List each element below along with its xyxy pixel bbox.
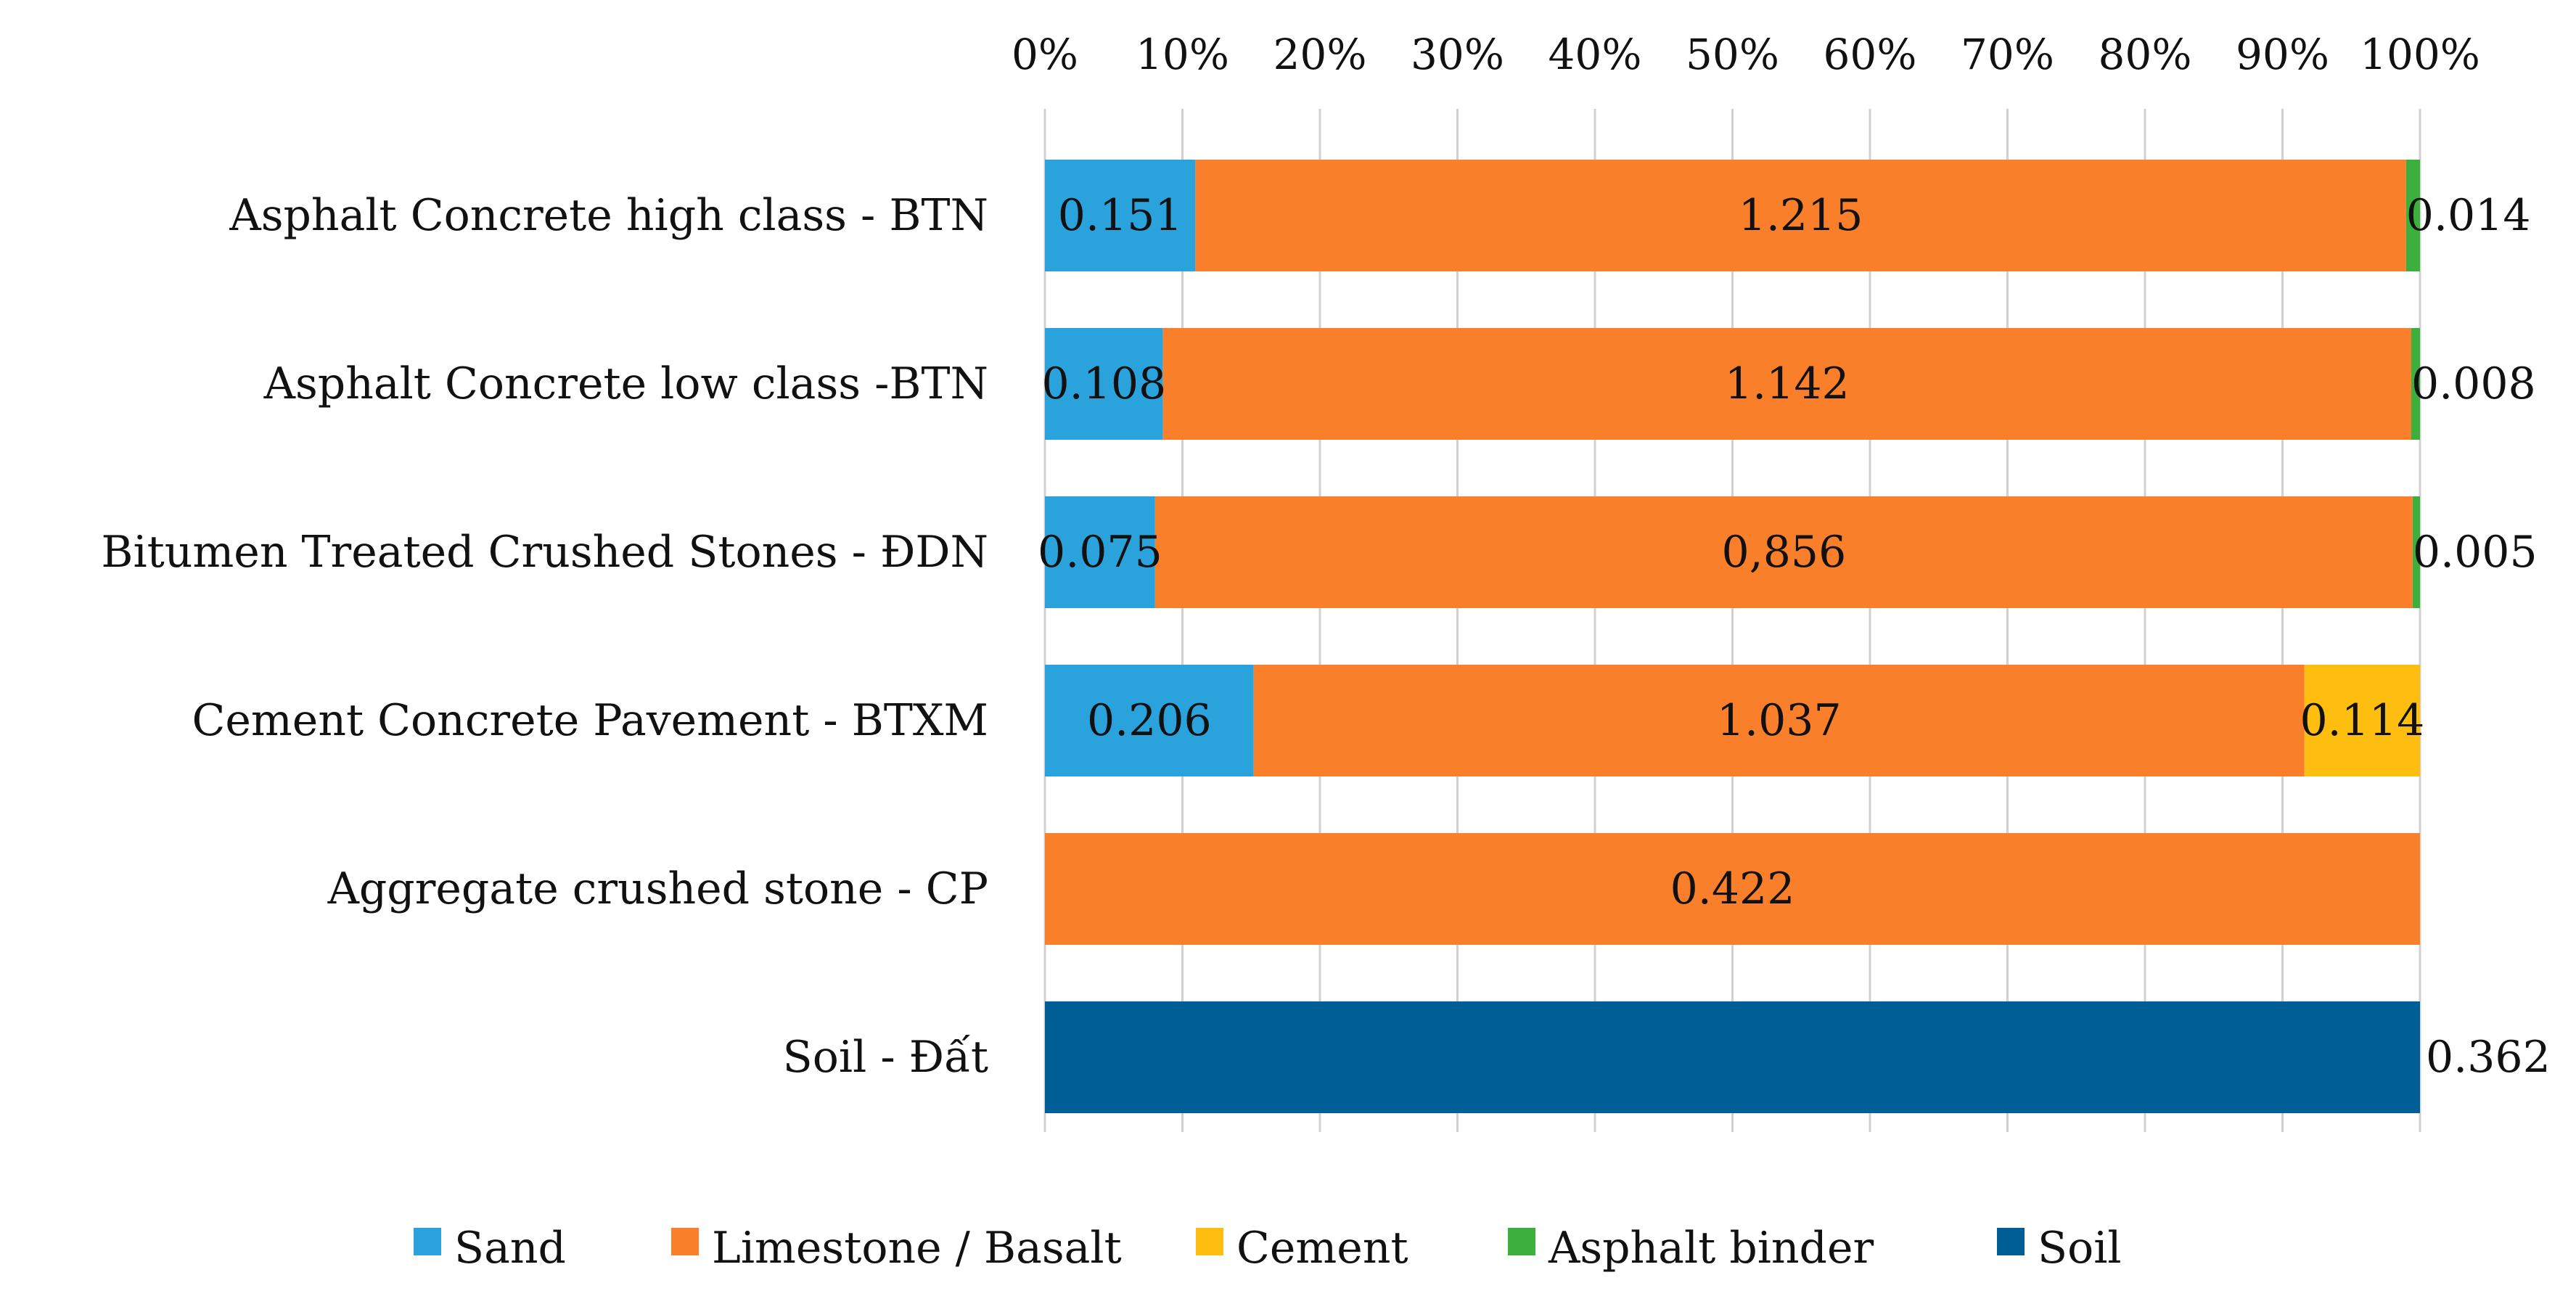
data-label: 0.005	[2413, 527, 2538, 578]
x-tick-label: 0%	[1012, 30, 1078, 79]
data-label: 0,856	[1721, 527, 1846, 578]
data-label: 0.108	[1041, 358, 1166, 409]
x-tick-label: 20%	[1273, 30, 1367, 79]
bar-segment-asphalt-binder	[2411, 328, 2420, 440]
category-label: Cement Concrete Pavement - BTXM	[192, 695, 989, 746]
legend-label: Limestone / Basalt	[712, 1223, 1122, 1274]
legend-swatch	[671, 1228, 699, 1255]
legend-swatch	[1196, 1228, 1223, 1255]
legend-item-limestone-basalt: Limestone / Basalt	[671, 1223, 1122, 1274]
x-tick-label: 30%	[1411, 30, 1504, 79]
legend: Sand Limestone / Basalt Cement Asphalt bind…	[414, 1223, 2122, 1274]
legend-swatch	[414, 1228, 441, 1255]
data-label: 0.114	[2300, 695, 2425, 746]
data-label: 0.014	[2406, 190, 2531, 241]
bar-segment-sand	[1045, 496, 1155, 608]
data-label: 0.206	[1087, 695, 1212, 746]
bar-segment-limestone-basalt	[1045, 833, 2420, 945]
bar-segment-sand	[1045, 160, 1196, 271]
data-label: 0.422	[1670, 864, 1795, 914]
category-label: Bitumen Treated Crushed Stones - ĐDN	[101, 527, 988, 578]
legend-swatch	[1997, 1228, 2025, 1255]
bar-segment-limestone-basalt	[1162, 328, 2411, 440]
legend-item-sand: Sand	[414, 1223, 566, 1274]
gridlines	[1043, 109, 2421, 1132]
legend-swatch	[1508, 1228, 1535, 1255]
legend-label: Cement	[1236, 1223, 1408, 1274]
data-label: 0.362	[2426, 1032, 2551, 1083]
bar-segment-limestone-basalt	[1253, 665, 2305, 776]
legend-label: Soil	[2038, 1223, 2122, 1274]
data-labels: 0.151 1.215 0.014 0.108 1.142 0.008 0.075 0,856…	[1038, 190, 2551, 1083]
x-tick-label: 100%	[2360, 30, 2480, 79]
x-tick-label: 80%	[2099, 30, 2192, 79]
bar-segment-asphalt-binder	[2405, 160, 2420, 271]
x-tick-label: 50%	[1686, 30, 1779, 79]
x-tick-label: 90%	[2236, 30, 2329, 79]
data-label: 0.008	[2411, 358, 2536, 409]
legend-item-asphalt-binder: Asphalt binder	[1508, 1223, 1874, 1274]
bars	[1045, 160, 2420, 1113]
x-tick-label: 70%	[1961, 30, 2054, 79]
legend-item-cement: Cement	[1196, 1223, 1408, 1274]
legend-label: Sand	[454, 1223, 566, 1274]
category-label: Asphalt Concrete low class -BTN	[263, 358, 988, 409]
bar-segment-cement	[2304, 665, 2420, 776]
legend-item-soil: Soil	[1997, 1223, 2122, 1274]
data-label: 0.151	[1058, 190, 1183, 241]
bar-segment-limestone-basalt	[1154, 496, 2413, 608]
category-label: Soil - Đất	[783, 1032, 988, 1083]
x-axis-ticks: 0% 10% 20% 30% 40% 50% 60% 70% 80% 90% 100%	[1012, 30, 2480, 79]
bar-segment-asphalt-binder	[2412, 496, 2420, 608]
bar-segment-sand	[1045, 665, 1254, 776]
x-tick-label: 10%	[1136, 30, 1229, 79]
data-label: 1.037	[1717, 695, 1842, 746]
data-label: 0.075	[1038, 527, 1162, 578]
category-label: Asphalt Concrete high class - BTN	[229, 190, 988, 241]
legend-label: Asphalt binder	[1548, 1223, 1874, 1274]
data-label: 1.142	[1725, 358, 1850, 409]
bar-segment-soil	[1045, 1001, 2420, 1113]
x-tick-label: 40%	[1549, 30, 1642, 79]
category-label: Aggregate crushed stone - CP	[327, 864, 988, 914]
bar-segment-sand	[1045, 328, 1163, 440]
bar-segment-limestone-basalt	[1195, 160, 2406, 271]
data-label: 1.215	[1739, 190, 1863, 241]
category-labels: Asphalt Concrete high class - BTN Asphalt…	[101, 190, 988, 1083]
x-tick-label: 60%	[1824, 30, 1917, 79]
